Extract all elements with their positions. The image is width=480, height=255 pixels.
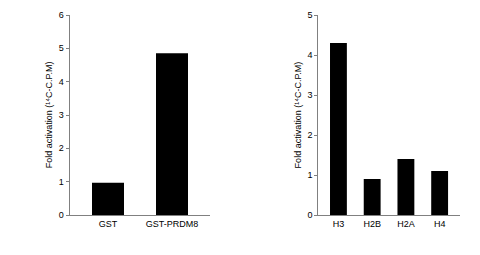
svg-text:1: 1 xyxy=(307,170,312,180)
svg-text:5: 5 xyxy=(59,43,64,53)
svg-text:GST: GST xyxy=(99,219,118,229)
svg-text:H2A: H2A xyxy=(397,219,415,229)
svg-text:2: 2 xyxy=(59,143,64,153)
svg-text:Fold activation (¹⁴C-C.P.M): Fold activation (¹⁴C-C.P.M) xyxy=(44,62,54,169)
svg-text:6: 6 xyxy=(59,10,64,20)
svg-text:GST-PRDM8: GST-PRDM8 xyxy=(146,219,199,229)
svg-text:4: 4 xyxy=(307,50,312,60)
svg-text:2: 2 xyxy=(307,130,312,140)
svg-text:5: 5 xyxy=(307,10,312,20)
svg-text:3: 3 xyxy=(307,90,312,100)
svg-text:H4: H4 xyxy=(434,219,446,229)
svg-text:H3: H3 xyxy=(333,219,345,229)
svg-text:Fold activation (¹⁴C-C.P.M): Fold activation (¹⁴C-C.P.M) xyxy=(293,62,303,169)
svg-text:0: 0 xyxy=(59,210,64,220)
svg-text:H2B: H2B xyxy=(363,219,381,229)
svg-text:4: 4 xyxy=(59,77,64,87)
svg-text:0: 0 xyxy=(307,210,312,220)
svg-text:1: 1 xyxy=(59,177,64,187)
svg-text:3: 3 xyxy=(59,110,64,120)
